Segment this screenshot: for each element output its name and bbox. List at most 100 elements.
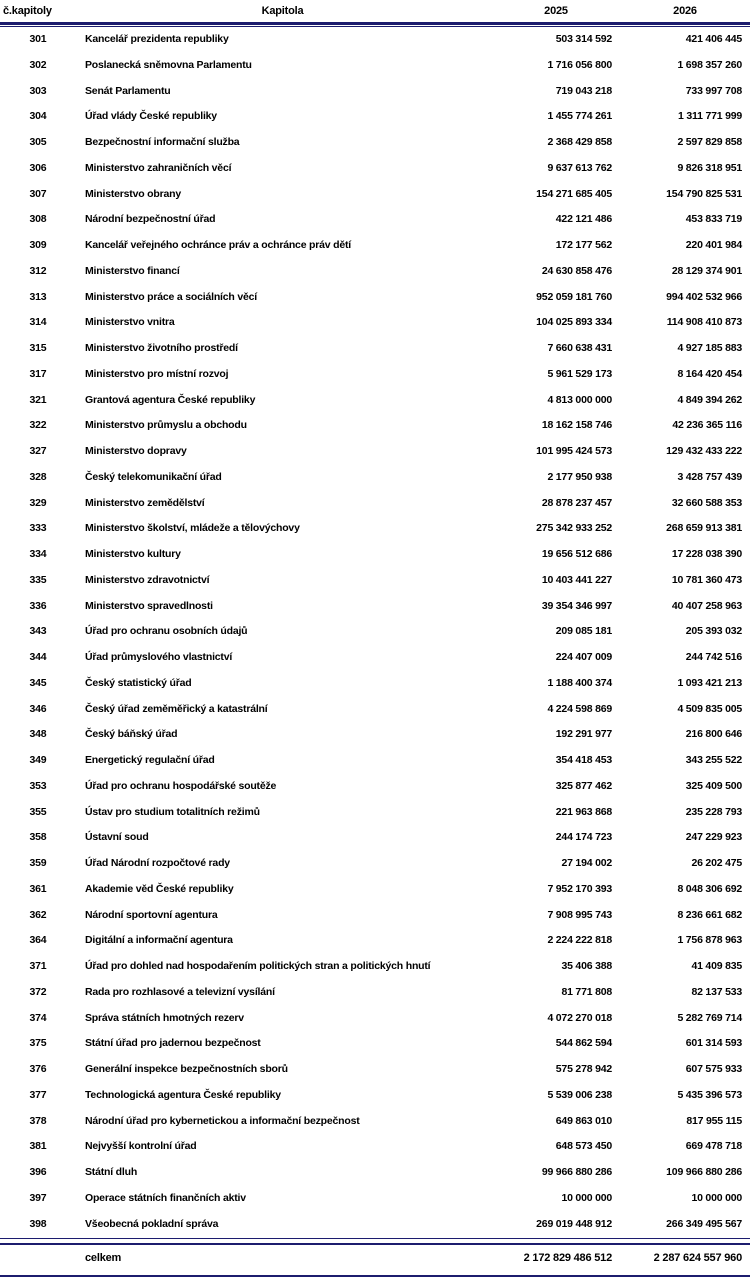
amount-2026-cell: 235 228 793 (685, 805, 742, 818)
amount-2026-cell: 453 833 719 (685, 213, 742, 226)
amount-2026-cell: 244 742 516 (685, 651, 742, 663)
amount-2025-cell: 544 862 594 (555, 1037, 612, 1050)
chapter-name-cell: Ministerstvo školství, mládeže a tělovýc… (85, 522, 300, 535)
total-label: celkem (85, 1252, 122, 1265)
table-row: 329 Ministerstvo zemědělství 28 878 237 45… (0, 491, 750, 517)
table-row: 374 Správa státních hmotných rezerv 4 072 … (0, 1006, 750, 1032)
table-row: 304 Úřad vlády České republiky 1 455 774 2… (0, 104, 750, 130)
table-row: 371 Úřad pro dohled nad hospodařením poli… (0, 954, 750, 980)
amount-2025-cell: 422 121 486 (555, 213, 612, 226)
amount-2025-cell: 244 174 723 (555, 831, 612, 844)
table-bottom-rule (0, 1274, 750, 1277)
table-row: 376 Generální inspekce bezpečnostních sbo… (0, 1057, 750, 1083)
amount-2025-cell: 27 194 002 (561, 857, 612, 869)
chapter-name-cell: Ministerstvo pro místní rozvoj (85, 367, 229, 380)
amount-2025-cell: 7 952 170 393 (547, 882, 612, 895)
chapter-number-cell: 371 (29, 960, 47, 972)
amount-2026-cell: 8 048 306 692 (677, 882, 742, 895)
chapter-number-cell: 353 (29, 779, 47, 792)
amount-2025-cell: 325 877 462 (555, 779, 612, 792)
amount-2025-cell: 5 961 529 173 (547, 367, 612, 380)
table-row: 396 Státní dluh 99 966 880 286 109 966 880 … (0, 1160, 750, 1186)
table-row: 348 Český báňský úřad 192 291 977 216 800 6… (0, 722, 750, 748)
table-row: 312 Ministerstvo financí 24 630 858 476 28 … (0, 259, 750, 285)
amount-2026-cell: 82 137 533 (691, 985, 742, 998)
chapter-name-cell: Senát Parlamentu (85, 84, 171, 97)
chapter-name-cell: Ministerstvo životního prostředí (85, 342, 238, 354)
chapter-name-cell: Operace státních finančních aktiv (85, 1191, 246, 1204)
chapter-name-cell: Český báňský úřad (85, 728, 178, 741)
amount-2026-cell: 41 409 835 (691, 960, 742, 972)
amount-2025-cell: 209 085 181 (555, 625, 612, 638)
chapter-name-cell: Státní dluh (85, 1166, 138, 1178)
chapter-name-cell: Bezpečnostní informační služba (85, 136, 240, 148)
chapter-number-cell: 346 (29, 702, 47, 715)
amount-2026-cell: 26 202 475 (691, 857, 742, 869)
table-row: 345 Český statistický úřad 1 188 400 374 1 … (0, 671, 750, 697)
table-row: 306 Ministerstvo zahraničních věcí 9 637 6… (0, 156, 750, 182)
chapter-number-cell: 329 (29, 496, 47, 509)
amount-2026-cell: 10 781 360 473 (671, 573, 742, 586)
table-row: 303 Senát Parlamentu 719 043 218 733 997 70… (0, 79, 750, 105)
chapter-number-cell: 348 (29, 728, 47, 741)
amount-2025-cell: 224 407 009 (555, 651, 612, 663)
amount-2025-cell: 154 271 685 405 (536, 187, 612, 200)
table-row: 328 Český telekomunikační úřad 2 177 950 9… (0, 465, 750, 491)
chapter-name-cell: Ministerstvo zahraničních věcí (85, 161, 232, 174)
table-row: 327 Ministerstvo dopravy 101 995 424 573 12… (0, 439, 750, 465)
amount-2026-cell: 325 409 500 (685, 779, 742, 792)
chapter-name-cell: Ministerstvo vnitra (85, 316, 175, 329)
chapter-number-cell: 314 (29, 316, 47, 329)
chapter-number-cell: 335 (29, 573, 47, 586)
amount-2025-cell: 2 224 222 818 (547, 934, 612, 947)
chapter-number-cell: 375 (29, 1037, 47, 1050)
amount-2026-cell: 42 236 365 116 (672, 419, 742, 432)
amount-2025-cell: 4 072 270 018 (547, 1011, 612, 1024)
table-row: 372 Rada pro rozhlasové a televizní vysíl… (0, 980, 750, 1006)
chapter-name-cell: Národní úřad pro kybernetickou a informa… (85, 1114, 360, 1127)
amount-2026-cell: 154 790 825 531 (666, 187, 742, 200)
chapter-name-cell: Ministerstvo práce a sociálních věcí (85, 290, 257, 303)
rule-thin-line (0, 1238, 750, 1240)
header-chapter-name: Kapitola (261, 5, 304, 17)
table-row: 333 Ministerstvo školství, mládeže a tělo… (0, 516, 750, 542)
amount-2026-cell: 5 282 769 714 (677, 1011, 742, 1024)
table-row: 359 Úřad Národní rozpočtové rady 27 194 00… (0, 851, 750, 877)
amount-2025-cell: 4 813 000 000 (547, 393, 612, 406)
table-row: 375 Státní úřad pro jadernou bezpečnost 54… (0, 1031, 750, 1057)
table-row: 346 Český úřad zeměměřický a katastrální 4… (0, 697, 750, 723)
amount-2026-cell: 216 800 646 (685, 728, 742, 741)
table-row: 397 Operace státních finančních aktiv 10 0… (0, 1186, 750, 1212)
chapter-number-cell: 301 (29, 33, 47, 45)
total-amount-2025: 2 172 829 486 512 (523, 1252, 613, 1265)
table-row: 315 Ministerstvo životního prostředí 7 660… (0, 336, 750, 362)
chapter-number-cell: 355 (29, 805, 47, 818)
chapter-name-cell: Státní úřad pro jadernou bezpečnost (85, 1037, 261, 1050)
amount-2026-cell: 129 432 433 222 (666, 445, 742, 457)
amount-2026-cell: 40 407 258 963 (671, 599, 742, 612)
chapter-number-cell: 302 (29, 58, 47, 71)
chapter-name-cell: Technologická agentura České republiky (85, 1088, 281, 1101)
chapter-number-cell: 349 (29, 754, 47, 766)
amount-2025-cell: 1 188 400 374 (547, 676, 612, 689)
amount-2026-cell: 4 927 185 883 (677, 342, 742, 354)
table-row: 336 Ministerstvo spravedlnosti 39 354 346 … (0, 594, 750, 620)
chapter-number-cell: 309 (29, 239, 47, 251)
amount-2025-cell: 9 637 613 762 (547, 161, 612, 174)
chapter-number-cell: 374 (29, 1011, 47, 1024)
amount-2025-cell: 10 403 441 227 (541, 573, 612, 586)
total-double-rule (0, 1238, 750, 1246)
chapter-number-cell: 322 (29, 419, 47, 432)
amount-2026-cell: 601 314 593 (685, 1037, 742, 1050)
chapter-number-cell: 315 (29, 342, 47, 354)
amount-2026-cell: 205 393 032 (685, 625, 742, 638)
amount-2026-cell: 1 756 878 963 (677, 934, 742, 947)
amount-2025-cell: 104 025 893 334 (536, 316, 612, 329)
table-row: 398 Všeobecná pokladní správa 269 019 448 … (0, 1212, 750, 1238)
rule-thin-line (0, 26, 750, 27)
amount-2025-cell: 19 656 512 686 (541, 548, 612, 560)
amount-2025-cell: 503 314 592 (555, 33, 612, 45)
table-row: 353 Úřad pro ochranu hospodářské soutěže 3… (0, 774, 750, 800)
amount-2025-cell: 24 630 858 476 (541, 264, 612, 277)
